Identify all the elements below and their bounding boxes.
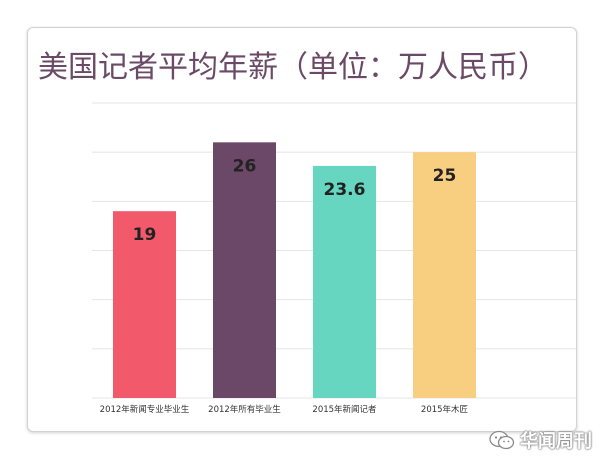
category-label: 2012年所有毕业生 xyxy=(208,404,281,415)
category-label: 2015年木匠 xyxy=(421,404,468,415)
bar-1 xyxy=(113,211,176,398)
chart-card: 美国记者平均年薪（单位：万人民币） 19 2012年新闻专业毕业生 26 2012年所… xyxy=(27,27,577,432)
wechat-icon xyxy=(489,430,515,450)
watermark-text: 华闻周刊 xyxy=(520,431,592,452)
watermark: 华闻周刊 xyxy=(488,427,592,453)
bar-3 xyxy=(313,165,376,398)
bar-value-label: 19 xyxy=(133,225,157,245)
category-label: 2012年新闻专业毕业生 xyxy=(100,404,190,415)
category-label: 2015年新闻记者 xyxy=(312,404,377,415)
bar-2 xyxy=(213,142,276,398)
bar-4 xyxy=(413,152,476,398)
bar-value-label: 26 xyxy=(233,156,257,176)
chart-title: 美国记者平均年薪（单位：万人民币） xyxy=(38,50,548,85)
bar-value-label: 23.6 xyxy=(324,180,366,200)
bar-value-label: 25 xyxy=(433,166,457,186)
bar-chart: 19 2012年新闻专业毕业生 26 2012年所有毕业生 23.6 2015年新闻记者 2… xyxy=(92,102,576,415)
